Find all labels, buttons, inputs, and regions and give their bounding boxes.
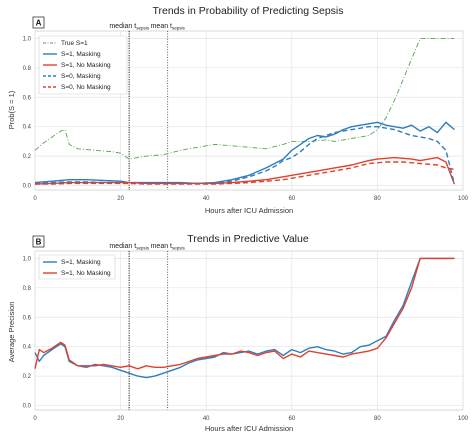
panel-b-title: Trends in Predictive Value — [187, 233, 309, 245]
panel-b-grid — [34, 251, 464, 410]
panel-b-x-tick-label: 60 — [288, 416, 295, 422]
panel-b-y-tick-label: 0.4 — [23, 345, 32, 351]
panel-b-x-tick-label: 40 — [203, 416, 210, 422]
panel-b-series — [34, 257, 455, 379]
panel-a-legend-label: True S=1 — [61, 40, 88, 47]
panel-a-legend-box — [38, 35, 128, 95]
panel-a-x-tick-label: 100 — [458, 196, 469, 202]
panel-b-x-axis-label: Hours after ICU Admission — [205, 424, 293, 433]
panel-b-x-tick-label: 20 — [117, 416, 124, 422]
panel-a-vline-label: mean tsepsis — [151, 23, 186, 31]
panel-b-y-axis-label: Average Precision — [7, 302, 16, 363]
panel-b-y-tick-label: 0.8 — [23, 286, 32, 292]
panel-a-tag: A — [32, 16, 45, 29]
panel-b-x-tick-label: 100 — [458, 416, 469, 422]
panel-b-legend-box — [38, 254, 116, 280]
panel-a-vline-label: median tsepsis — [109, 23, 149, 31]
panel-a-x-axis-label: Hours after ICU Admission — [205, 206, 293, 215]
panel-b-tag-text: B — [36, 238, 42, 247]
panel-b-y-tick-label: 0.0 — [23, 404, 32, 410]
panel-a-series-0 — [34, 37, 455, 160]
panel-b-series-1 — [34, 257, 455, 370]
panel-b-legend-label: S=1, No Masking — [61, 270, 111, 277]
panel-b-x-tick-label: 80 — [374, 416, 381, 422]
panel-a-y-tick-label: 0.4 — [23, 125, 32, 131]
panel-b-y-tick-label: 0.6 — [23, 315, 32, 321]
panel-a-reference-lines: median tsepsis mean tsepsis — [109, 23, 186, 190]
panel-b-x-tick-label: 0 — [33, 416, 37, 422]
panel-a-x-tick-label: 0 — [33, 196, 37, 202]
panel-a-ticks: 0.0 0.2 0.4 0.6 0.8 1.0 0 20 40 60 80 100 — [23, 36, 469, 202]
panel-a-y-tick-label: 1.0 — [23, 36, 32, 42]
panel-a-legend-label: S=0, Masking — [61, 73, 101, 80]
panel-a-y-tick-label: 0.2 — [23, 154, 32, 160]
panel-a-series-1 — [34, 121, 455, 185]
panel-b-y-tick-label: 1.0 — [23, 256, 32, 262]
panel-b-reference-lines: median tsepsis mean tsepsis — [109, 243, 186, 410]
panel-a-series-4 — [35, 161, 455, 185]
panel-a-legend-label: S=1, No Masking — [61, 62, 111, 69]
panel-a-x-tick-label: 60 — [288, 196, 295, 202]
panel-a-x-tick-label: 20 — [117, 196, 124, 202]
panel-b-y-tick-label: 0.2 — [23, 374, 32, 380]
panel-a-y-axis-label: Prob(S = 1) — [7, 90, 16, 129]
panel-a-y-tick-label: 0.0 — [23, 184, 32, 190]
panel-a-series-2 — [34, 156, 456, 185]
panel-b-vline-label: mean tsepsis — [151, 243, 186, 251]
panel-b: Trends in Predictive Value median tsepsi… — [7, 233, 469, 433]
panel-a-x-tick-label: 80 — [374, 196, 381, 202]
panel-a-legend: True S=1 S=1, Masking S=1, No Masking S=0, … — [38, 35, 128, 95]
panel-a-y-tick-label: 0.8 — [23, 66, 32, 72]
panel-a-y-tick-label: 0.6 — [23, 95, 32, 101]
panel-b-legend: S=1, Masking S=1, No Masking — [38, 254, 116, 280]
panel-a-title: Trends in Probability of Predicting Seps… — [152, 5, 343, 17]
panel-a-legend-label: S=0, No Masking — [61, 84, 111, 91]
panel-a-tag-text: A — [36, 19, 42, 28]
panel-a-legend-label: S=1, Masking — [61, 51, 101, 58]
panel-a-series — [34, 37, 456, 185]
panel-a-x-tick-label: 40 — [203, 196, 210, 202]
panel-b-vline-label: median tsepsis — [109, 243, 149, 251]
panel-b-ticks: 0.0 0.2 0.4 0.6 0.8 1.0 0 20 40 60 80 100 — [23, 256, 469, 422]
panel-b-tag: B — [32, 235, 45, 248]
panel-a-series-3 — [34, 125, 456, 185]
panel-b-legend-label: S=1, Masking — [61, 259, 101, 266]
panel-a: Trends in Probability of Predicting Seps… — [7, 5, 469, 215]
